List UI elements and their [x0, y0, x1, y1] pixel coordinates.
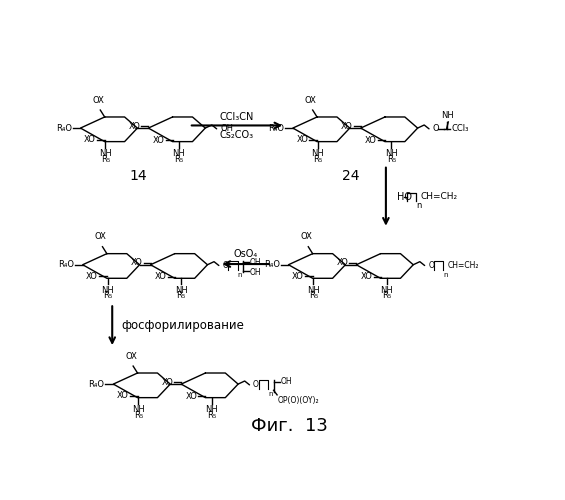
Text: CCl₃CN: CCl₃CN — [220, 112, 254, 122]
Text: XO: XO — [155, 272, 167, 281]
Text: R₅: R₅ — [101, 154, 110, 164]
Text: фосфорилирование: фосфорилирование — [121, 319, 244, 332]
Text: XO: XO — [162, 378, 173, 386]
Text: Cs₂CO₃: Cs₂CO₃ — [220, 130, 254, 140]
Text: R₅: R₅ — [313, 154, 323, 164]
Text: R₄O: R₄O — [56, 124, 72, 132]
Text: CH=CH₂: CH=CH₂ — [420, 192, 457, 201]
Text: 14: 14 — [130, 170, 147, 183]
Text: OX: OX — [93, 96, 105, 104]
Text: NH: NH — [132, 406, 145, 414]
Text: R₄O: R₄O — [58, 260, 74, 269]
Text: NH: NH — [441, 112, 454, 120]
Text: R₅: R₅ — [207, 410, 216, 420]
Text: R₅: R₅ — [387, 154, 396, 164]
Text: OH: OH — [281, 378, 292, 386]
Text: NH: NH — [99, 150, 112, 158]
Text: XO: XO — [86, 272, 98, 281]
Text: XO: XO — [129, 122, 141, 130]
Text: R₅: R₅ — [383, 292, 392, 300]
Text: R₄O: R₄O — [89, 380, 105, 388]
Text: 24: 24 — [342, 170, 359, 183]
Text: OP(O)(OY)₂: OP(O)(OY)₂ — [278, 396, 320, 406]
Text: NH: NH — [385, 150, 398, 158]
Text: OX: OX — [125, 352, 137, 360]
Text: OH: OH — [250, 258, 262, 267]
Text: O: O — [253, 380, 259, 390]
Text: XO: XO — [84, 135, 96, 144]
Text: R₅: R₅ — [134, 410, 143, 420]
Text: NH: NH — [381, 286, 393, 295]
Text: XO: XO — [297, 135, 308, 144]
Text: NH: NH — [101, 286, 114, 295]
Text: XO: XO — [365, 136, 377, 144]
Text: XO: XO — [117, 391, 129, 400]
Text: R₅: R₅ — [175, 154, 184, 164]
Text: n: n — [416, 202, 421, 210]
Text: NH: NH — [173, 150, 185, 158]
Text: R₄O: R₄O — [264, 260, 280, 269]
Text: XO: XO — [292, 272, 304, 281]
Text: n: n — [238, 272, 242, 278]
Text: OsO₄: OsO₄ — [234, 250, 258, 260]
Text: R₅: R₅ — [177, 292, 186, 300]
Text: n: n — [268, 391, 273, 397]
Text: OH: OH — [220, 124, 233, 134]
Text: CCl₃: CCl₃ — [452, 124, 469, 134]
Text: XO: XO — [153, 136, 164, 144]
Text: n: n — [444, 272, 448, 278]
Text: O: O — [223, 261, 228, 270]
Text: CH=CH₂: CH=CH₂ — [448, 261, 479, 270]
Text: R₄O: R₄O — [268, 124, 284, 132]
Text: OX: OX — [95, 232, 107, 241]
Text: NH: NH — [175, 286, 188, 295]
Text: OX: OX — [301, 232, 312, 241]
Text: R₅: R₅ — [309, 292, 318, 300]
Text: O: O — [433, 124, 439, 134]
Text: XO: XO — [341, 122, 353, 130]
Text: XO: XO — [131, 258, 142, 268]
Text: XO: XO — [337, 258, 349, 268]
Text: NH: NH — [307, 286, 320, 295]
Text: NH: NH — [311, 150, 324, 158]
Text: O: O — [428, 261, 434, 270]
Text: OX: OX — [305, 96, 317, 104]
Text: NH: NH — [206, 406, 218, 414]
Text: Фиг.  13: Фиг. 13 — [251, 418, 328, 436]
Text: R₅: R₅ — [103, 292, 112, 300]
Text: XO: XO — [186, 392, 198, 400]
Text: XO: XO — [361, 272, 373, 281]
Text: HO: HO — [397, 192, 412, 202]
Text: OH: OH — [250, 268, 262, 277]
